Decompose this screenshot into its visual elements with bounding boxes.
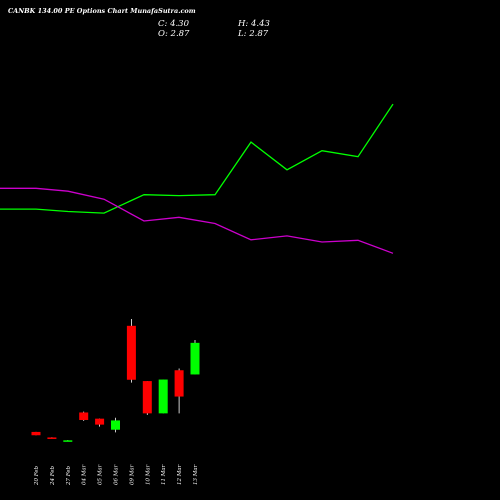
date-tick-label: 11 Mar <box>161 464 167 485</box>
candle-body <box>47 437 57 439</box>
close-value: C: 4.30 <box>158 19 189 29</box>
date-tick-label: 10 Mar <box>145 464 151 485</box>
date-tick-label: 09 Mar <box>129 464 135 485</box>
candle-body <box>31 431 41 436</box>
candle-body <box>142 381 152 414</box>
open-value: O: 2.87 <box>158 29 190 39</box>
date-tick-label: 13 Mar <box>193 464 199 485</box>
candle-09-mar <box>126 318 136 383</box>
low-value: L: 2.87 <box>238 29 269 39</box>
candle-04-mar <box>79 411 89 421</box>
candle-body <box>111 420 120 430</box>
date-tick-label: 12 Mar <box>177 464 183 485</box>
candle-body <box>95 418 105 425</box>
candle-27-feb <box>63 440 73 442</box>
candle-body <box>79 412 89 420</box>
date-labels-layer: 20 Feb 24 Feb 27 Feb 04 Mar 05 Mar 06 Mar 09 M… <box>34 464 199 486</box>
candle-12-mar <box>174 368 184 414</box>
date-tick-label: 24 Feb <box>50 465 56 486</box>
green-indicator-line <box>0 103 394 214</box>
date-tick-label: 06 Mar <box>114 464 120 485</box>
candle-20-feb <box>31 431 41 436</box>
candle-body <box>63 440 73 442</box>
candle-body <box>126 325 136 380</box>
candle-11-mar <box>158 379 168 414</box>
candle-13-mar <box>190 339 200 375</box>
indicator-lines-layer <box>0 103 394 254</box>
magenta-indicator-line <box>0 187 394 254</box>
candle-05-mar <box>95 418 105 427</box>
date-tick-label: 27 Feb <box>66 465 72 486</box>
candle-24-feb <box>47 437 57 439</box>
candles-layer <box>31 318 200 442</box>
date-tick-label: 20 Feb <box>34 465 40 486</box>
chart-title: CANBK 134.00 PE Options Chart MunafaSutr… <box>8 7 196 15</box>
date-tick-label: 04 Mar <box>82 464 88 485</box>
high-value: H: 4.43 <box>238 19 270 29</box>
candle-06-mar <box>111 417 120 433</box>
date-tick-label: 05 Mar <box>98 464 104 485</box>
candle-body <box>174 370 184 397</box>
candle-body <box>190 342 200 375</box>
candle-body <box>158 379 168 414</box>
candle-10-mar <box>142 381 152 415</box>
